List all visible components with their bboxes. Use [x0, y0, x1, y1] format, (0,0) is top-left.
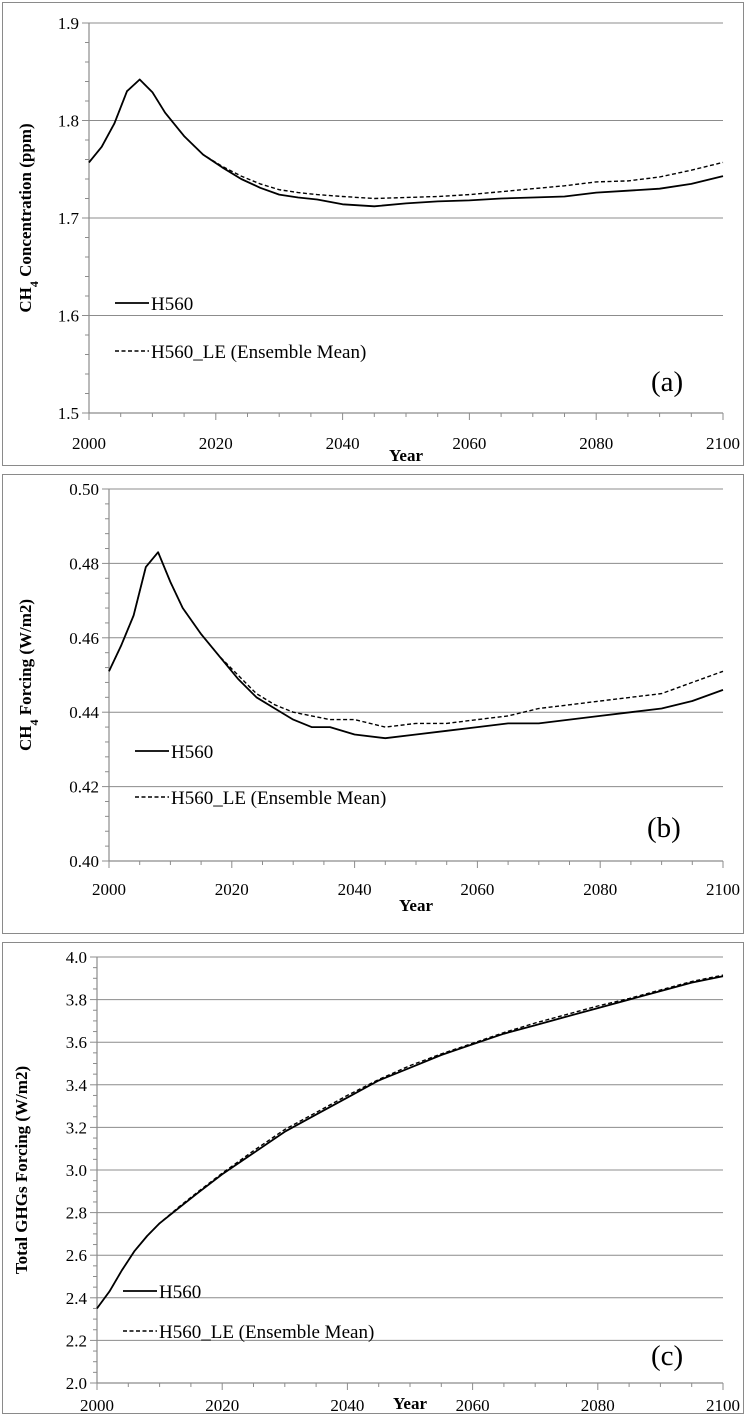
y-tick-label: 3.2 — [66, 1118, 87, 1137]
x-tick-label: 2080 — [583, 880, 617, 899]
y-tick-label: 0.40 — [69, 852, 99, 871]
y-tick-label: 1.6 — [58, 307, 79, 326]
x-tick-label: 2020 — [215, 880, 249, 899]
y-tick-label: 0.48 — [69, 554, 99, 573]
x-tick-label: 2100 — [706, 880, 740, 899]
x-tick-label: 2000 — [72, 434, 106, 453]
x-tick-label: 2100 — [706, 434, 740, 453]
y-tick-label: 0.44 — [69, 703, 99, 722]
y-tick-label: 3.0 — [66, 1161, 87, 1180]
x-tick-label: 2000 — [92, 880, 126, 899]
series-line-h560 — [108, 551, 724, 740]
concentration-chart: 1.5 1.6 1.7 1.8 1.9 2000 2020 2040 2060 2080 2100 Y… — [16, 14, 740, 465]
y-tick-label: 3.8 — [66, 991, 87, 1010]
x-tick-label: 2040 — [330, 1396, 364, 1413]
x-tick-label: 2040 — [326, 434, 360, 453]
legend-label: H560 — [171, 742, 213, 763]
y-tick-label: 2.6 — [66, 1246, 87, 1265]
panel-label: (b) — [647, 812, 681, 844]
legend-label: H560 — [159, 1282, 201, 1303]
x-axis-title: Year — [399, 896, 433, 915]
panel-label: (c) — [651, 1340, 683, 1372]
total-forcing-chart: 2.0 2.2 2.4 2.6 2.8 3.0 3.2 3.4 3.6 3.8 4.0 2000 202… — [12, 948, 740, 1413]
panel-label: (a) — [651, 366, 683, 398]
y-tick-label: 4.0 — [66, 948, 87, 967]
series-line-h560-le — [88, 78, 724, 200]
legend-label: H560 — [151, 294, 193, 315]
series-line-h560 — [96, 975, 724, 1309]
y-tick-label: 1.5 — [58, 404, 79, 423]
y-tick-label: 2.4 — [66, 1289, 88, 1308]
y-tick-label: 1.7 — [58, 209, 80, 228]
x-tick-label: 2020 — [199, 434, 233, 453]
x-axis-title: Year — [389, 446, 423, 465]
y-tick-label: 3.6 — [66, 1033, 87, 1052]
chart-panel-a: 1.5 1.6 1.7 1.8 1.9 2000 2020 2040 2060 2080 2100 Y… — [2, 2, 744, 466]
y-tick-label: 1.9 — [58, 14, 79, 33]
y-tick-label: 2.8 — [66, 1204, 87, 1223]
y-tick-label: 0.46 — [69, 629, 99, 648]
y-tick-label: 2.0 — [66, 1374, 87, 1393]
x-tick-label: 2040 — [338, 880, 372, 899]
legend-label: H560_LE (Ensemble Mean) — [151, 342, 366, 363]
x-tick-label: 2080 — [581, 1396, 615, 1413]
y-axis-title: Total GHGs Forcing (W/m2) — [12, 1066, 31, 1274]
x-tick-label: 2060 — [460, 880, 494, 899]
y-axis-title: CH4 Forcing (W/m2) — [16, 599, 41, 751]
x-tick-label: 2060 — [456, 1396, 490, 1413]
series-line-h560 — [88, 78, 724, 208]
chart-panel-b: 0.40 0.42 0.44 0.46 0.48 0.50 2000 2020 2040 2060… — [2, 474, 744, 934]
legend-label: H560_LE (Ensemble Mean) — [171, 788, 386, 809]
y-axis-title: CH4 Concentration (ppm) — [16, 123, 41, 312]
x-tick-label: 2020 — [205, 1396, 239, 1413]
x-tick-label: 2000 — [80, 1396, 114, 1413]
y-tick-label: 0.50 — [69, 480, 99, 499]
x-axis-title: Year — [393, 1394, 427, 1413]
y-tick-label: 3.4 — [66, 1076, 88, 1095]
x-tick-label: 2100 — [706, 1396, 740, 1413]
series-line-h560-le — [96, 974, 724, 1309]
y-tick-label: 0.42 — [69, 778, 99, 797]
x-tick-label: 2060 — [452, 434, 486, 453]
y-tick-label: 1.8 — [58, 112, 79, 131]
series-line-h560-le — [108, 551, 724, 728]
chart-panel-c: 2.0 2.2 2.4 2.6 2.8 3.0 3.2 3.4 3.6 3.8 4.0 2000 202… — [2, 942, 744, 1414]
y-tick-label: 2.2 — [66, 1331, 87, 1350]
x-tick-label: 2080 — [579, 434, 613, 453]
forcing-chart: 0.40 0.42 0.44 0.46 0.48 0.50 2000 2020 2040 2060… — [16, 480, 740, 915]
legend-label: H560_LE (Ensemble Mean) — [159, 1322, 374, 1343]
